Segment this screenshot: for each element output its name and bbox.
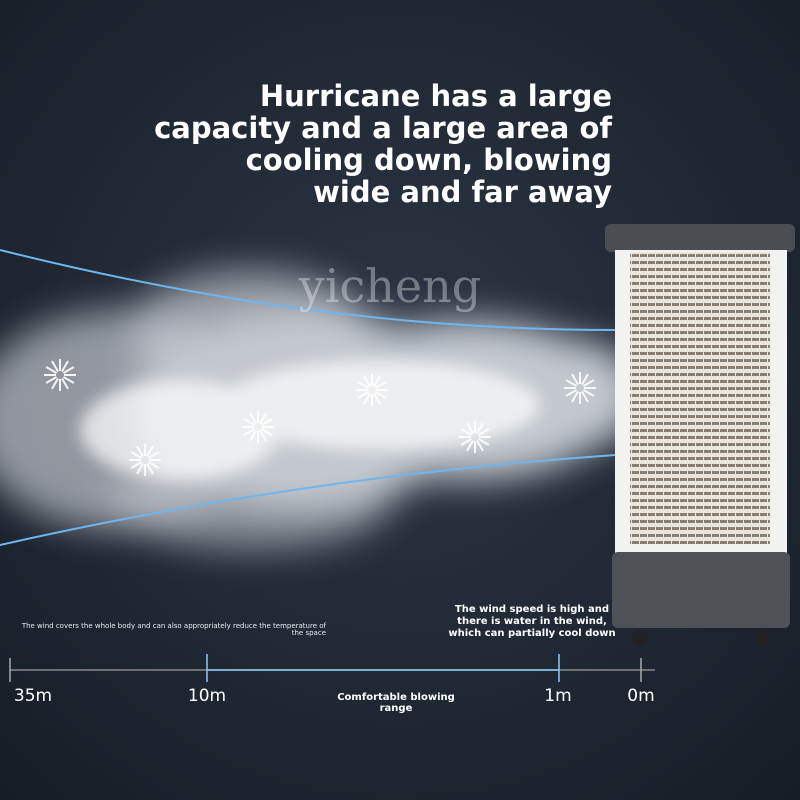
snowflake-ray xyxy=(51,360,59,373)
headline-line: capacity and a large area of xyxy=(154,111,612,145)
headline-line: Hurricane has a large xyxy=(260,79,612,113)
snowflake-ray xyxy=(249,429,257,442)
headline-line: cooling down, blowing xyxy=(246,143,612,177)
snowflake-ray xyxy=(146,445,154,458)
snowflake-ray xyxy=(571,373,579,386)
snowflake-ray xyxy=(357,381,370,389)
right-caption: there is water in the wind, xyxy=(457,616,607,627)
snowflake-ray xyxy=(136,445,144,458)
scale-label: 10m xyxy=(188,686,226,706)
snowflake-ray xyxy=(249,412,257,425)
snowflake-ray xyxy=(477,428,490,436)
snowflakes xyxy=(44,359,596,476)
snowflake-ray xyxy=(61,377,69,390)
snowflake-ray xyxy=(130,461,143,469)
snowflake-ray xyxy=(582,379,595,387)
snowflake-ray xyxy=(147,451,160,459)
snowflake-ray xyxy=(476,422,484,435)
snowflake-ray xyxy=(136,462,144,475)
snowflake-ray xyxy=(466,422,474,435)
airflow-line xyxy=(0,454,616,546)
snowflake-ray xyxy=(147,461,160,469)
left-caption: The wind covers the whole body and can a… xyxy=(21,622,327,630)
snowflake-ray xyxy=(581,373,589,386)
snowflake-ray xyxy=(466,439,474,452)
snowflake-ray xyxy=(374,391,387,399)
snowflake-ray xyxy=(374,381,387,389)
headline-line: wide and far away xyxy=(313,175,612,209)
air-cooler xyxy=(605,224,795,646)
snowflake-ray xyxy=(582,389,595,397)
watermark: yicheng xyxy=(298,259,481,313)
range-label: Comfortable blowing xyxy=(337,692,455,703)
scale-label: 1m xyxy=(544,686,571,706)
snowflake-ray xyxy=(260,428,273,436)
range-label: range xyxy=(380,703,413,714)
snowflake-ray xyxy=(51,377,59,390)
snowflake-ray xyxy=(243,428,256,436)
snowflake-ray xyxy=(146,462,154,475)
snowflake-ray xyxy=(565,389,578,397)
scale-label: 0m xyxy=(627,686,654,706)
snowflake-ray xyxy=(460,438,473,446)
snowflake-ray xyxy=(130,451,143,459)
left-caption: the space xyxy=(292,629,326,637)
snowflake-ray xyxy=(45,376,58,384)
scale-label: 35m xyxy=(14,686,52,706)
snowflake-ray xyxy=(363,375,371,388)
snowflake-ray xyxy=(373,392,381,405)
snowflake-ray xyxy=(571,390,579,403)
headline: Hurricane has a large capacity and a lar… xyxy=(154,79,612,209)
snowflake-ray xyxy=(476,439,484,452)
snowflake-ray xyxy=(260,418,273,426)
snowflake-ray xyxy=(363,392,371,405)
mist-core xyxy=(80,360,540,480)
distance-scale: 35m 10m 1m 0m Comfortable blowing range xyxy=(9,654,655,714)
right-caption: The wind speed is high and xyxy=(455,604,609,615)
snowflake-ray xyxy=(373,375,381,388)
snowflake-ray xyxy=(259,412,267,425)
snowflake-ray xyxy=(62,366,75,374)
snowflake-ray xyxy=(477,438,490,446)
snowflake-ray xyxy=(460,428,473,436)
snowflake-ray xyxy=(259,429,267,442)
snowflake-ray xyxy=(565,379,578,387)
snowflake-ray xyxy=(61,360,69,373)
snowflake-ray xyxy=(62,376,75,384)
snowflake-ray xyxy=(581,390,589,403)
right-caption: which can partially cool down xyxy=(448,628,615,639)
airflow-line xyxy=(0,249,616,331)
snowflake-ray xyxy=(357,391,370,399)
snowflake-ray xyxy=(45,366,58,374)
snowflake-ray xyxy=(243,418,256,426)
